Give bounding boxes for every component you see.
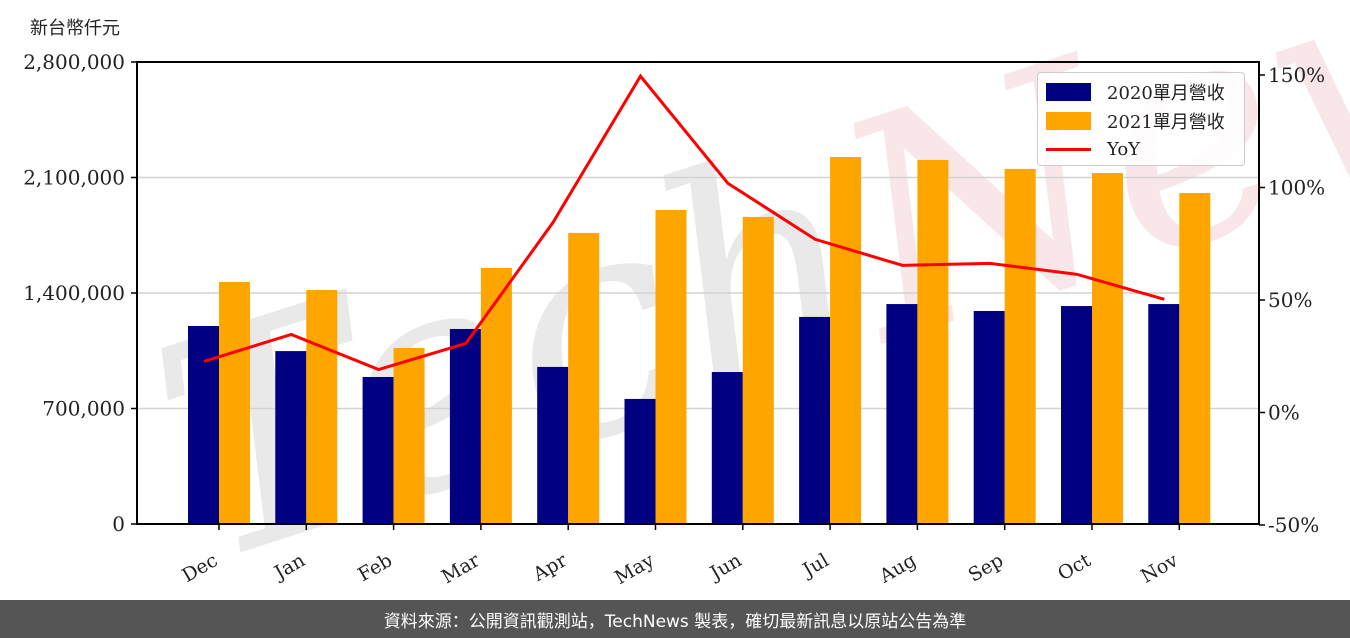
legend-item-2020: 2020單月營收 — [1046, 77, 1236, 106]
bar-2020-aug — [886, 304, 918, 524]
x-tick-label-apr: Apr — [529, 549, 572, 586]
bar-2020-apr — [537, 366, 569, 524]
bar-2020-may — [624, 398, 656, 524]
yoy-line-series — [203, 73, 1165, 372]
right-tick-label: 100% — [1268, 176, 1325, 200]
bar-series — [188, 157, 1211, 525]
bar-2021-may — [655, 210, 687, 524]
x-tick-label-sep: Sep — [965, 549, 1008, 586]
x-tick-label-nov: Nov — [1137, 549, 1182, 588]
bar-2020-jan — [275, 351, 307, 524]
bar-2021-nov — [1179, 193, 1211, 524]
bar-2021-oct — [1092, 173, 1123, 525]
x-tick-label-jun: Jun — [705, 549, 746, 585]
bar-2021-mar — [480, 267, 512, 524]
x-tick-label-aug: Aug — [875, 549, 920, 588]
y-axis-unit-label: 新台幣仟元 — [30, 18, 120, 39]
x-tick-label-may: May — [611, 549, 658, 589]
bar-2020-feb — [362, 376, 394, 524]
bar-2020-sep — [973, 310, 1005, 524]
right-tick-label: 50% — [1268, 288, 1312, 312]
bar-2021-jul — [830, 157, 862, 525]
x-tick-label-jul: Jul — [797, 549, 832, 582]
bar-2021-apr — [568, 232, 600, 524]
right-tick-label: 150% — [1268, 63, 1325, 87]
right-tick-label: 0% — [1268, 401, 1300, 425]
bar-2021-jun — [742, 216, 774, 524]
left-tick-label: 0 — [112, 512, 125, 536]
source-footer: 資料來源：公開資訊觀測站，TechNews 製表，確切最新訊息以原站公告為準 — [0, 600, 1350, 638]
legend-label-2021: 2021單月營收 — [1107, 111, 1225, 133]
source-footer-text: 資料來源：公開資訊觀測站，TechNews 製表，確切最新訊息以原站公告為準 — [383, 611, 967, 632]
legend-line-yoy — [1046, 148, 1091, 151]
bar-2021-jan — [306, 290, 338, 524]
legend-swatch-2020 — [1046, 82, 1091, 101]
bar-2021-sep — [1004, 168, 1036, 525]
x-tick-label-oct: Oct — [1054, 549, 1095, 585]
left-tick-label: 700,000 — [42, 397, 125, 421]
legend-swatch-2021 — [1046, 111, 1091, 130]
right-tick-label: -50% — [1268, 513, 1319, 537]
revenue-chart: TechNews 0700,0001,400,0002,100,0002,800… — [23, 0, 1350, 600]
left-tick-label: 2,800,000 — [23, 50, 125, 74]
bar-2020-oct — [1061, 306, 1092, 524]
left-tick-label: 2,100,000 — [23, 166, 125, 190]
bar-2020-nov — [1148, 304, 1180, 524]
bar-2021-aug — [917, 160, 949, 524]
legend-item-yoy: YoY — [1046, 135, 1236, 164]
right-axis-ticks: -50% 0% 50% 100% 150% — [1259, 63, 1325, 537]
bar-2021-dec — [219, 281, 250, 524]
bar-2020-dec — [188, 326, 219, 524]
chart-legend: 2020單月營收 2021單月營收 YoY — [1037, 72, 1245, 166]
legend-label-2020: 2020單月營收 — [1107, 82, 1225, 104]
left-axis-ticks: 0 700,000 1,400,000 2,100,000 2,800,000 — [23, 50, 137, 536]
bar-2021-feb — [393, 347, 425, 524]
left-tick-label: 1,400,000 — [23, 281, 125, 305]
bar-2020-jul — [799, 316, 831, 524]
legend-item-2021: 2021單月營收 — [1046, 106, 1236, 135]
bar-2020-jun — [711, 372, 743, 524]
yoy-line — [203, 73, 1165, 372]
legend-label-yoy: YoY — [1107, 139, 1141, 160]
bar-2020-mar — [449, 328, 481, 524]
